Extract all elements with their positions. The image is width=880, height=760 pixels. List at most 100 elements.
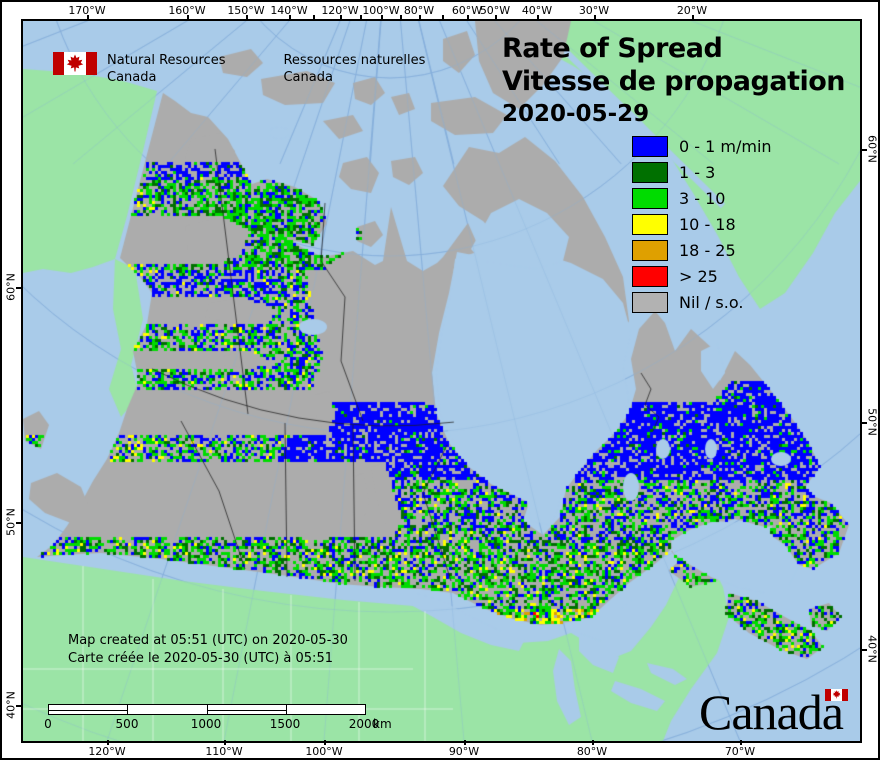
legend: 0 - 1 m/min 1 - 3 3 - 10 10 - 18 18 - 25 > 25…	[632, 133, 772, 315]
legend-row: 10 - 18	[632, 211, 772, 237]
graticule-label: 150°W	[227, 4, 265, 17]
graticule-label: 30°W	[578, 4, 610, 17]
legend-label: 0 - 1 m/min	[679, 136, 772, 156]
title-date: 2020-05-29	[502, 101, 650, 127]
logo-text-fr: Ressources naturelles Canada	[283, 52, 425, 86]
scale-unit: km	[373, 717, 392, 731]
graticule-tick	[224, 740, 226, 745]
legend-label: > 25	[679, 266, 718, 286]
graticule-tick	[289, 15, 291, 20]
graticule-tick	[740, 740, 742, 745]
graticule-label: 80°W	[403, 4, 435, 17]
legend-label: 10 - 18	[679, 214, 736, 234]
legend-row: 18 - 25	[632, 237, 772, 263]
legend-swatch	[632, 239, 668, 261]
graticule-tick	[692, 15, 694, 20]
scale-segment	[286, 705, 365, 714]
scale-bar: 0 500 1000 1500 2000 km	[44, 704, 392, 731]
graticule-label: 40°W	[521, 4, 553, 17]
scale-bar-segments	[48, 704, 366, 715]
scale-segment	[128, 705, 208, 714]
legend-swatch	[632, 265, 668, 287]
graticule-tick	[467, 15, 469, 20]
graticule-tick	[592, 740, 594, 745]
agency-logo: Natural Resources Canada Ressources natu…	[53, 52, 425, 86]
graticule-tick	[16, 705, 21, 707]
graticule-tick	[862, 149, 867, 151]
map-title-block: Rate of Spread Vitesse de propagation 20…	[502, 32, 846, 127]
graticule-label: 20°W	[676, 4, 708, 17]
scale-bar-labels: 0 500 1000 1500 2000 km	[44, 715, 391, 731]
creation-note-en: Map created at 05:51 (UTC) on 2020-05-30	[68, 633, 348, 648]
graticule-label: 170°W	[68, 4, 106, 17]
legend-swatch	[632, 161, 668, 183]
graticule-label: 50°W	[479, 4, 511, 17]
legend-row: Nil / s.o.	[632, 289, 772, 315]
graticule-label: 140°W	[270, 4, 308, 17]
wordmark-text: Canada	[699, 684, 844, 740]
legend-row: 3 - 10	[632, 185, 772, 211]
graticule-tick	[16, 287, 21, 289]
creation-note: Map created at 05:51 (UTC) on 2020-05-30…	[68, 632, 348, 668]
legend-swatch	[632, 291, 668, 313]
graticule-tick	[464, 740, 466, 745]
scale-label: 1000	[190, 717, 222, 731]
graticule-tick	[340, 15, 342, 20]
legend-swatch	[632, 187, 668, 209]
title-en: Rate of Spread	[502, 33, 723, 64]
logo-en-line1: Natural Resources	[107, 53, 226, 68]
creation-note-fr: Carte créée le 2020-05-30 (UTC) à 05:51	[68, 651, 333, 666]
graticule-tick	[594, 15, 596, 20]
graticule-tick	[313, 15, 315, 20]
canada-wordmark: Canada	[699, 683, 848, 741]
scale-label: 0	[44, 717, 52, 731]
graticule-tick	[107, 740, 109, 745]
logo-text-en: Natural Resources Canada	[107, 52, 225, 86]
graticule-label: 80°W	[576, 745, 608, 758]
logo-fr-line1: Ressources naturelles	[283, 53, 426, 68]
graticule-label: 160°W	[168, 4, 206, 17]
logo-en-line2: Canada	[107, 70, 157, 85]
graticule-tick	[16, 522, 21, 524]
legend-swatch	[632, 135, 668, 157]
graticule-tick	[495, 15, 497, 20]
legend-row: 0 - 1 m/min	[632, 133, 772, 159]
graticule-tick	[360, 15, 362, 20]
graticule-label: 90°W	[448, 745, 480, 758]
logo-fr-line2: Canada	[283, 70, 333, 85]
graticule-tick	[442, 15, 444, 20]
legend-label: 18 - 25	[679, 240, 736, 260]
graticule-label: 120°W	[321, 4, 359, 17]
legend-row: 1 - 3	[632, 159, 772, 185]
graticule-label: 50°N	[865, 408, 879, 436]
graticule-tick	[862, 422, 867, 424]
scale-label: 2000	[348, 717, 380, 731]
graticule-tick	[537, 15, 539, 20]
graticule-tick	[400, 15, 402, 20]
scale-segment	[207, 705, 287, 714]
graticule-tick	[246, 15, 248, 20]
graticule-label: 120°W	[88, 745, 126, 758]
legend-label: 3 - 10	[679, 188, 726, 208]
scale-segment	[49, 705, 129, 714]
graticule-label: 60°N	[865, 135, 879, 163]
graticule-tick	[324, 740, 326, 745]
wordmark-flag-icon	[825, 689, 848, 701]
graticule-label: 70°W	[724, 745, 756, 758]
graticule-label: 40°N	[865, 635, 879, 663]
legend-label: 1 - 3	[679, 162, 716, 182]
scale-label: 500	[115, 717, 139, 731]
canada-flag-icon	[53, 52, 97, 75]
graticule-tick	[187, 15, 189, 20]
title-fr: Vitesse de propagation	[502, 66, 846, 97]
legend-label: Nil / s.o.	[679, 292, 744, 312]
graticule-tick	[381, 15, 383, 20]
legend-row: > 25	[632, 263, 772, 289]
legend-swatch	[632, 213, 668, 235]
scale-label: 1500	[269, 717, 301, 731]
graticule-tick	[862, 649, 867, 651]
graticule-label: 100°W	[305, 745, 343, 758]
graticule-label: 100°W	[362, 4, 400, 17]
graticule-label: 110°W	[205, 745, 243, 758]
